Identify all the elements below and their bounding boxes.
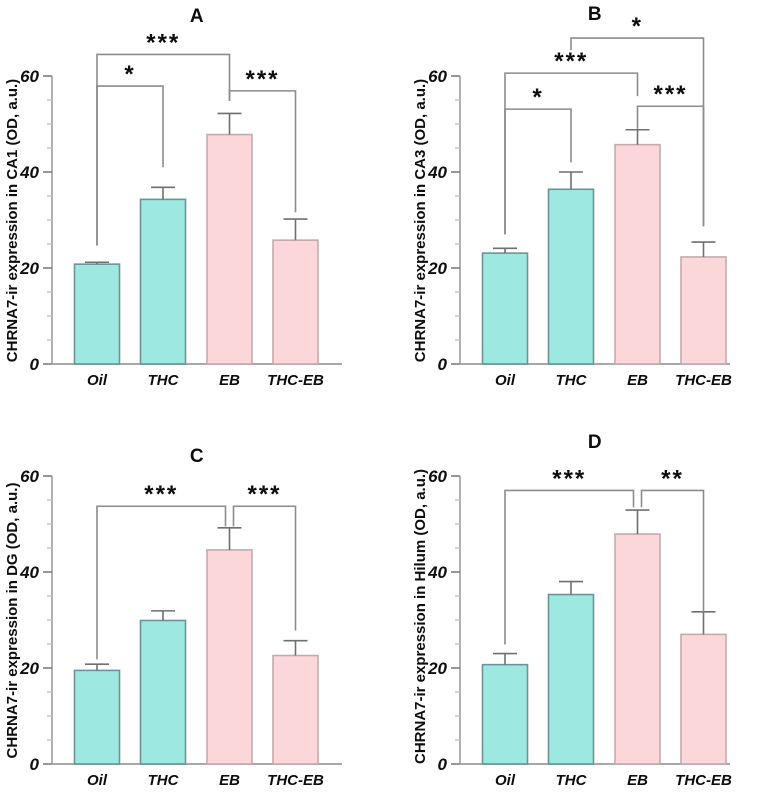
bar-thc-eb xyxy=(680,633,727,765)
bar-oil xyxy=(73,263,121,365)
bar-thc xyxy=(139,619,187,765)
bar-thc-eb xyxy=(680,256,727,365)
panel-b: B CHRNA7-ir expression in CA3 (OD, a.u.)… xyxy=(380,0,757,400)
y-tick-label: 60 xyxy=(20,467,39,486)
category-label-thc-eb: THC-EB xyxy=(267,372,324,389)
significance-bracket xyxy=(96,505,227,660)
significance-bracket xyxy=(636,105,705,227)
significance-stars: *** xyxy=(144,481,178,508)
category-label-thc: THC xyxy=(148,372,180,389)
category-label-thc: THC xyxy=(556,372,588,389)
significance-stars: *** xyxy=(653,81,687,108)
significance-bracket xyxy=(228,90,297,213)
panel-title-b: B xyxy=(587,4,603,25)
bar-thc xyxy=(139,198,187,365)
bar-oil xyxy=(73,669,121,765)
significance-stars: * xyxy=(632,13,643,40)
bar-thc xyxy=(547,188,595,365)
significance-bracket xyxy=(232,505,297,631)
category-label-thc: THC xyxy=(148,772,180,789)
category-label-oil: Oil xyxy=(87,372,108,389)
significance-stars: *** xyxy=(552,465,586,492)
bar-thc-eb xyxy=(272,239,319,365)
significance-stars: * xyxy=(532,84,543,111)
significance-stars: ** xyxy=(661,465,684,492)
category-label-eb: EB xyxy=(627,372,648,389)
panel-c: C CHRNA7-ir expression in DG (OD, a.u.) … xyxy=(0,400,380,800)
panel-title-c: C xyxy=(189,446,205,467)
y-tick-label: 60 xyxy=(428,467,447,486)
bar-eb xyxy=(614,533,661,765)
y-tick-label: 0 xyxy=(30,755,40,774)
category-label-eb: EB xyxy=(627,772,648,789)
panel-title-a: A xyxy=(189,6,205,27)
significance-stars: * xyxy=(124,61,135,88)
y-tick-label: 0 xyxy=(438,755,448,774)
panel-a: A CHRNA7-ir expression in CA1 (OD, a.u.)… xyxy=(0,0,380,400)
category-label-thc-eb: THC-EB xyxy=(267,772,324,789)
panel-title-d: D xyxy=(587,432,603,453)
category-label-oil: Oil xyxy=(495,372,516,389)
bar-oil xyxy=(481,663,529,765)
significance-bracket xyxy=(504,108,572,235)
significance-stars: *** xyxy=(554,48,588,75)
category-label-thc-eb: THC-EB xyxy=(675,772,732,789)
bar-thc xyxy=(547,593,595,765)
y-tick-label: 20 xyxy=(19,659,39,678)
category-label-thc-eb: THC-EB xyxy=(675,372,732,389)
y-tick-label: 0 xyxy=(438,355,448,374)
chart-c: 0 20 40 60 Oil THC EB THC-EB *** *** xyxy=(19,467,342,789)
y-tick-label: 40 xyxy=(427,163,447,182)
panel-d: D CHRNA7-ir expression in Hilum (OD, a.u… xyxy=(380,400,757,800)
y-tick-label: 40 xyxy=(19,563,39,582)
y-tick-label: 60 xyxy=(20,67,39,86)
bar-eb xyxy=(206,133,253,365)
significance-stars: *** xyxy=(245,66,279,93)
bar-eb xyxy=(206,549,253,765)
significance-bracket xyxy=(640,489,705,612)
significance-stars: *** xyxy=(146,29,180,56)
significance-bracket xyxy=(504,489,635,645)
bar-oil xyxy=(481,252,529,365)
y-tick-label: 60 xyxy=(428,67,447,86)
y-tick-label: 40 xyxy=(19,163,39,182)
y-tick-label: 20 xyxy=(19,259,39,278)
y-tick-label: 40 xyxy=(427,563,447,582)
category-label-thc: THC xyxy=(556,772,588,789)
significance-bracket xyxy=(96,85,164,246)
significance-stars: *** xyxy=(247,481,281,508)
category-label-oil: Oil xyxy=(87,772,108,789)
bar-eb xyxy=(614,143,661,365)
category-label-eb: EB xyxy=(219,372,240,389)
category-label-eb: EB xyxy=(219,772,240,789)
bar-thc-eb xyxy=(272,654,319,765)
y-tick-label: 20 xyxy=(427,259,447,278)
category-label-oil: Oil xyxy=(495,772,516,789)
y-tick-label: 0 xyxy=(30,355,40,374)
y-tick-label: 20 xyxy=(427,659,447,678)
